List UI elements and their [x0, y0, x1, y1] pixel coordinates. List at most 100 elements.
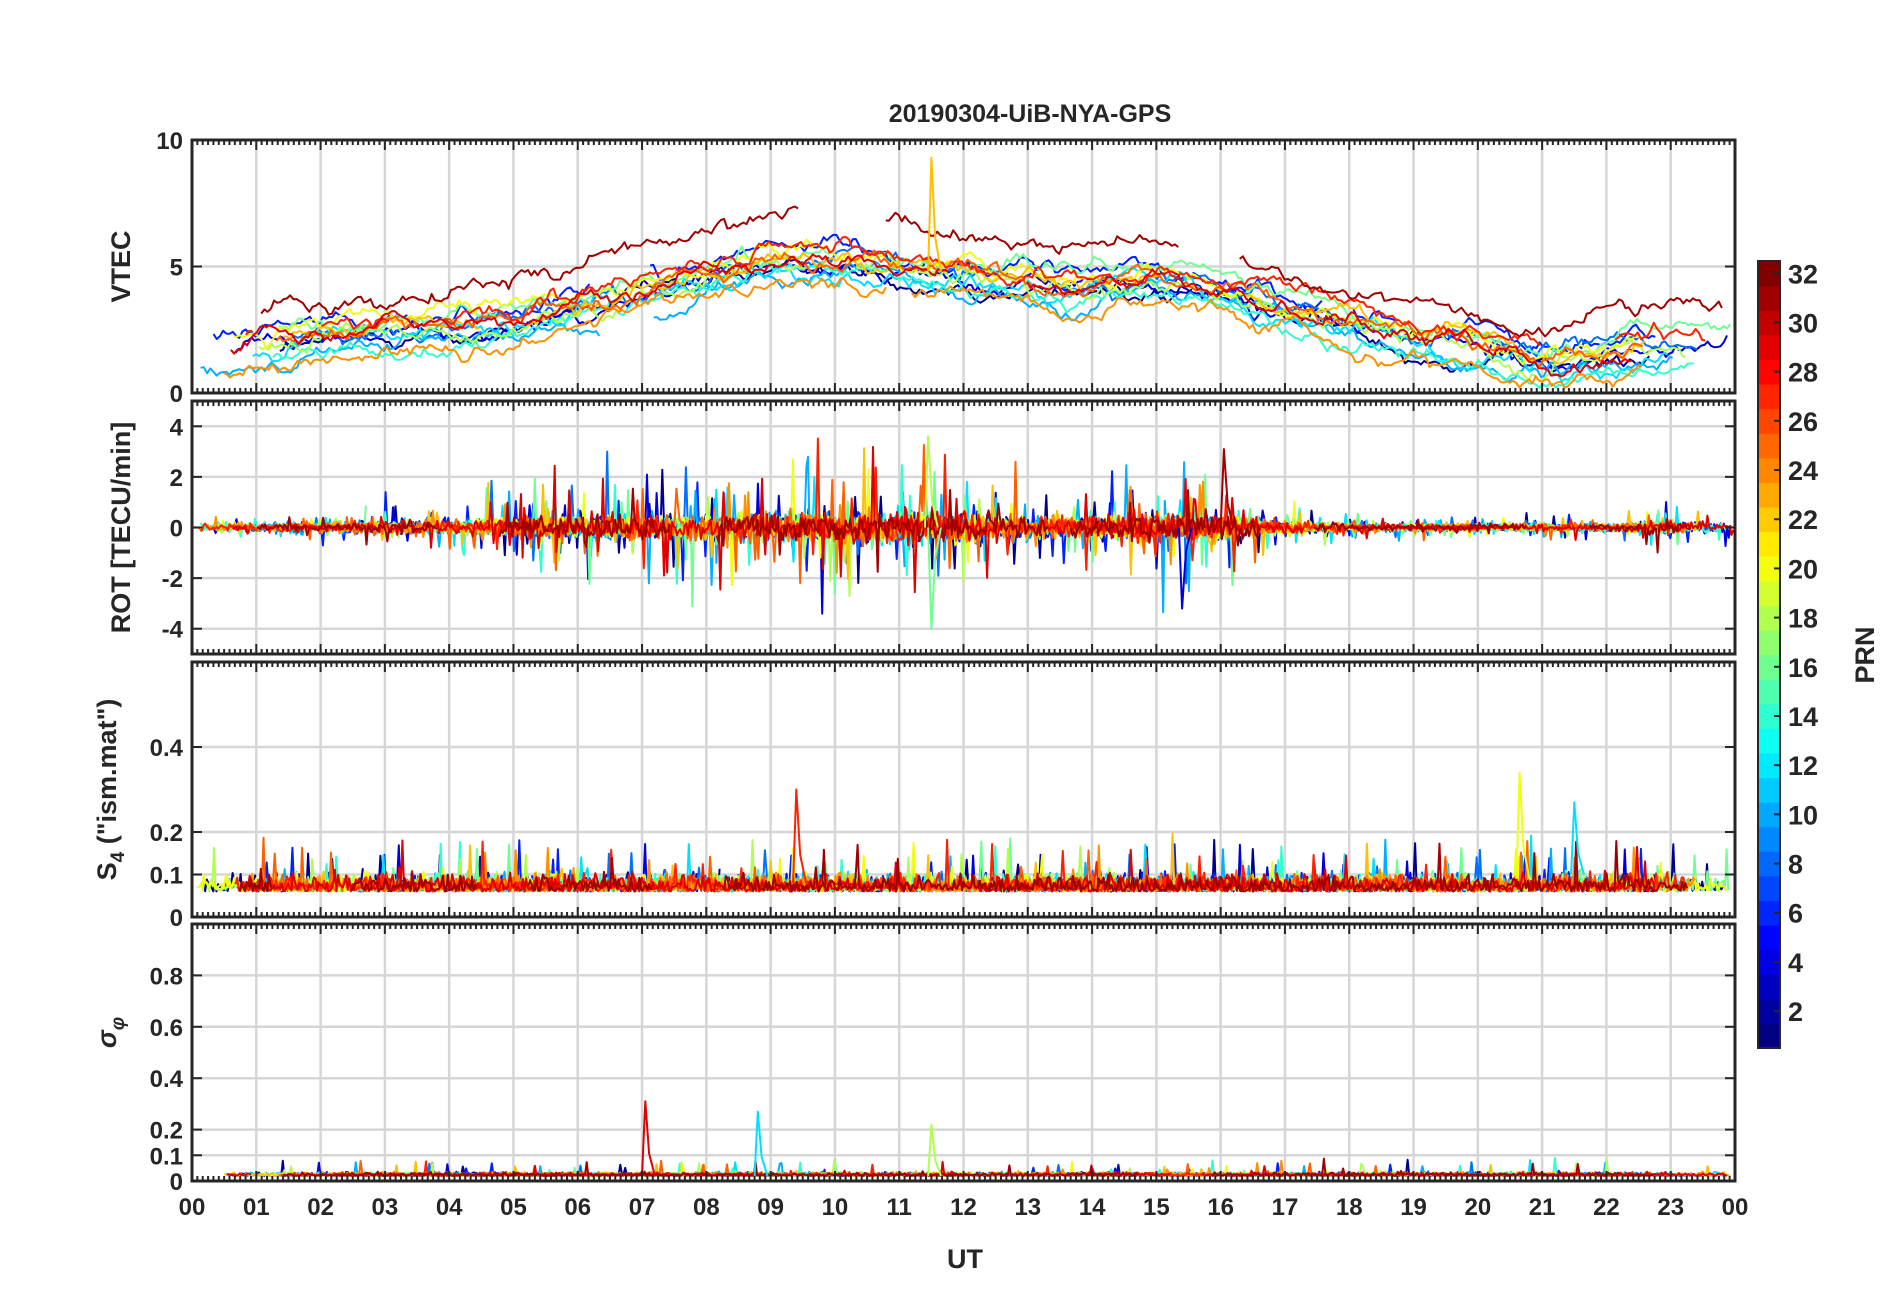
series-line	[232, 525, 251, 535]
x-tick-label: 18	[1336, 1194, 1363, 1221]
colorbar-segment	[1758, 654, 1780, 680]
x-tick-label: 02	[307, 1194, 334, 1221]
series-line	[641, 1100, 656, 1177]
x-axis-label: UT	[947, 1244, 983, 1274]
grid	[192, 924, 1735, 1181]
y-tick-label: 0.8	[150, 963, 183, 990]
series-line	[923, 435, 939, 528]
colorbar-segment	[1758, 334, 1780, 360]
series-line	[248, 836, 413, 893]
colorbar-segment	[1758, 457, 1780, 483]
colorbar-segment	[1758, 752, 1780, 779]
x-tick-label: 08	[693, 1194, 720, 1221]
y-axis-label-main: S	[92, 862, 122, 880]
series-line	[1313, 518, 1527, 535]
x-tick-label: 21	[1529, 1194, 1556, 1221]
series-line	[282, 1160, 1139, 1177]
series-line	[272, 260, 1694, 389]
colorbar-tick-label: 22	[1788, 505, 1818, 535]
series-group	[200, 156, 1732, 389]
colorbar-tick-label: 10	[1788, 800, 1818, 830]
series-line	[1614, 321, 1706, 342]
x-ticks	[191, 924, 1736, 1182]
colorbar-segment	[1758, 728, 1780, 754]
series-line	[927, 1123, 942, 1177]
x-tick-label: 03	[372, 1194, 399, 1221]
series-line	[723, 840, 1688, 893]
y-tick-label: 4	[170, 414, 184, 441]
x-tick-label: 00	[1722, 1194, 1749, 1221]
series-line	[200, 322, 601, 377]
x-ticks	[191, 139, 1736, 394]
colorbar-tick-label: 32	[1788, 259, 1818, 289]
series-line	[256, 516, 438, 546]
y-tick-label: 10	[156, 128, 183, 155]
colorbar-segment	[1758, 851, 1780, 877]
series-line	[1515, 771, 1531, 879]
series-line	[260, 205, 799, 316]
colorbar-segment	[1758, 310, 1780, 336]
colorbar-segment	[1758, 826, 1780, 852]
series-line	[1570, 801, 1585, 875]
x-tick-label: 05	[500, 1194, 527, 1221]
series-line	[443, 236, 1541, 347]
colorbar-segment	[1758, 556, 1780, 582]
colorbar-segment	[1758, 383, 1780, 410]
series-line	[230, 253, 949, 355]
series-line	[1177, 527, 1193, 610]
series-line	[856, 251, 1687, 382]
y-tick-label: 5	[170, 255, 183, 282]
series-line	[792, 788, 807, 884]
colorbar-tick-label: 26	[1788, 407, 1818, 437]
x-tick-label: 00	[179, 1194, 206, 1221]
colorbar-tick-label: 30	[1788, 308, 1818, 338]
colorbar-segment	[1758, 285, 1780, 311]
colorbar-frame	[1757, 260, 1781, 1049]
panel-sigma_phi: 00.10.2 0.4 0.6 0.8 σφ 00 01 02 03 04 05 06 07 08 09 10…	[92, 922, 1749, 1221]
y-tick-label: 0	[170, 381, 183, 408]
panel-vtec: 0 5 10 VTEC	[106, 128, 1737, 408]
series-group	[197, 771, 1730, 893]
colorbar-segment	[1758, 974, 1780, 1000]
y-tick-label: 0.1	[150, 863, 183, 890]
colorbar-segment	[1758, 802, 1780, 828]
y-tick-label: 0	[170, 1169, 183, 1196]
y-tick-label: 0.6	[150, 1015, 183, 1042]
x-tick-label: 07	[629, 1194, 656, 1221]
series-group	[223, 1100, 1731, 1177]
colorbar-segment	[1758, 580, 1780, 606]
colorbar-segment	[1758, 777, 1780, 803]
y-tick-label: -2	[162, 566, 183, 593]
colorbar-segment	[1758, 998, 1780, 1025]
series-line	[233, 238, 1640, 366]
series-line	[222, 443, 1379, 585]
series-line	[927, 527, 942, 630]
colorbar-tick-label: 28	[1788, 358, 1818, 388]
chart-title: 20190304-UiB-NYA-GPS	[889, 100, 1172, 128]
colorbar-tick-label: 20	[1788, 554, 1818, 584]
colorbar-segment	[1758, 900, 1780, 926]
series-group	[197, 435, 1735, 630]
x-tick-label: 09	[757, 1194, 784, 1221]
series-line	[245, 329, 253, 336]
x-tick-label: 12	[950, 1194, 977, 1221]
panel-s4: 0 0.1 0.2 0.4 S4 ("ism.mat")	[92, 660, 1737, 932]
x-ticks	[191, 401, 1736, 654]
colorbar-tick-label: 2	[1788, 997, 1803, 1027]
series-line	[716, 489, 1049, 573]
colorbar-segment	[1758, 949, 1780, 975]
y-axis-label: σφ	[92, 1017, 129, 1048]
y-tick-label: 0.2	[150, 1118, 183, 1145]
series-line	[1219, 448, 1235, 528]
x-ticks	[191, 662, 1736, 918]
colorbar-segment	[1758, 629, 1780, 656]
x-tick-label: 17	[1272, 1194, 1299, 1221]
colorbar-segment	[1758, 506, 1780, 533]
y-axis-label-sub: 4	[108, 851, 129, 862]
colorbar-segment	[1758, 359, 1780, 385]
series-line	[753, 1110, 769, 1177]
series-line	[223, 277, 887, 379]
